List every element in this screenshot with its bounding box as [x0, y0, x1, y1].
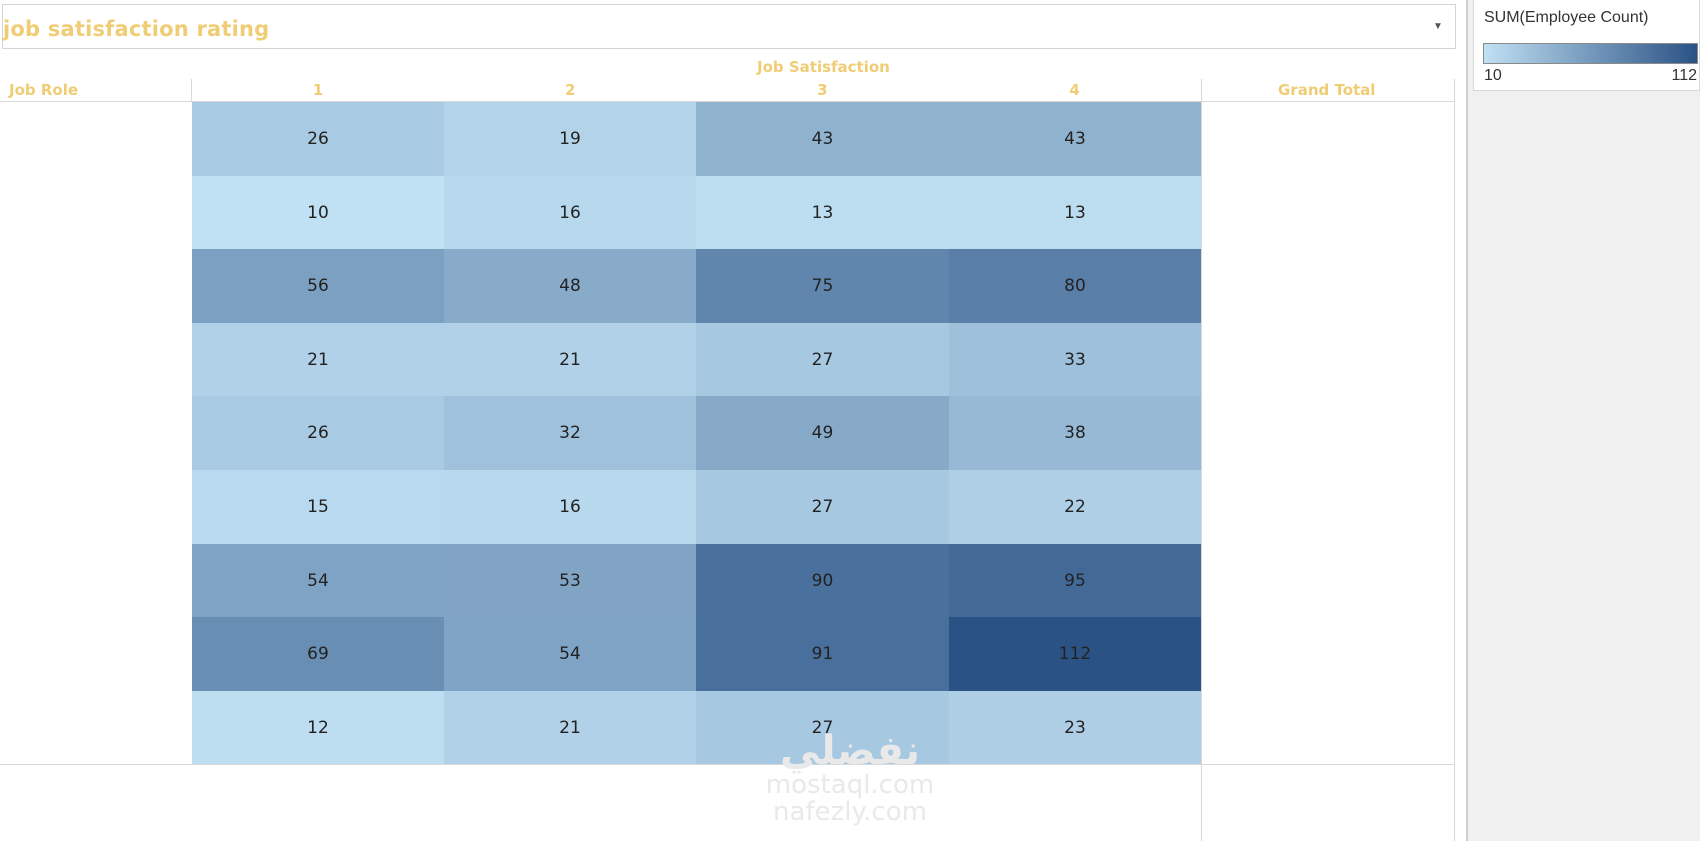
heatmap-cell[interactable]: 48: [444, 249, 696, 323]
column-header-3: 3: [817, 81, 828, 99]
legend-title: SUM(Employee Count): [1484, 9, 1649, 26]
grid-divider-bottom: [0, 764, 1455, 765]
heatmap-cell[interactable]: 38: [949, 396, 1201, 470]
grid-divider-grand-total: [1201, 79, 1202, 841]
header-divider-top: [0, 101, 1455, 102]
heatmap-cell[interactable]: 43: [696, 102, 949, 176]
header-divider-left: [191, 79, 192, 101]
panel-divider[interactable]: [1466, 0, 1468, 841]
column-header-2: 2: [564, 81, 576, 99]
heatmap-cell[interactable]: 75: [696, 249, 949, 323]
heatmap-cell[interactable]: 13: [949, 176, 1201, 249]
heatmap-cell[interactable]: 32: [444, 396, 696, 470]
heatmap-cell[interactable]: 54: [444, 617, 696, 691]
column-group-header: Job Satisfaction: [757, 58, 890, 76]
watermark: نفضلي mostaql.com nafezly.com: [740, 730, 960, 827]
worksheet-title-bar[interactable]: job satisfaction rating ▼: [2, 4, 1456, 49]
heatmap-cell[interactable]: 21: [192, 323, 444, 396]
heatmap-cell[interactable]: 91: [696, 617, 949, 691]
heatmap-cell[interactable]: 26: [192, 396, 444, 470]
grid-divider-right: [1454, 79, 1455, 841]
heatmap-cell[interactable]: 53: [444, 544, 696, 617]
heatmap-cell[interactable]: 16: [444, 176, 696, 249]
heatmap-cell[interactable]: 95: [949, 544, 1201, 617]
heatmap-cell[interactable]: 90: [696, 544, 949, 617]
watermark-arabic: نفضلي: [779, 728, 921, 774]
heatmap-cell[interactable]: 27: [696, 470, 949, 544]
heatmap-cell[interactable]: 13: [696, 176, 949, 249]
chevron-down-icon[interactable]: ▼: [1433, 21, 1443, 32]
heatmap-cell[interactable]: 21: [444, 323, 696, 396]
heatmap-cell[interactable]: 33: [949, 323, 1201, 396]
worksheet-title: job satisfaction rating: [3, 17, 270, 41]
legend-color-ramp: [1483, 43, 1698, 64]
heatmap-cell[interactable]: 54: [192, 544, 444, 617]
heatmap-cell[interactable]: 23: [949, 691, 1201, 764]
heatmap-cell[interactable]: 43: [949, 102, 1201, 176]
heatmap-cell[interactable]: 19: [444, 102, 696, 176]
color-legend[interactable]: SUM(Employee Count) 10 112: [1473, 0, 1700, 91]
column-header-1: 1: [312, 81, 324, 99]
legend-min-value: 10: [1484, 67, 1502, 84]
heatmap-cell[interactable]: 112: [949, 617, 1201, 691]
heatmap-cell[interactable]: 26: [192, 102, 444, 176]
heatmap-cell[interactable]: 27: [696, 323, 949, 396]
row-header-job-role: Job Role: [9, 81, 79, 99]
watermark-line1: mostaql.com: [765, 770, 935, 800]
heatmap-cell[interactable]: 49: [696, 396, 949, 470]
watermark-line2: nafezly.com: [773, 797, 927, 828]
heatmap-cell[interactable]: 21: [444, 691, 696, 764]
heatmap-cell[interactable]: 22: [949, 470, 1201, 544]
side-panel: [1468, 0, 1700, 841]
legend-max-value: 112: [1671, 67, 1697, 84]
heatmap-cell[interactable]: 10: [192, 176, 444, 249]
heatmap-cell[interactable]: 16: [444, 470, 696, 544]
heatmap-cell[interactable]: 56: [192, 249, 444, 323]
grand-total-header: Grand Total: [1278, 81, 1376, 99]
heatmap-cell[interactable]: 15: [192, 470, 444, 544]
worksheet-view: job satisfaction rating ▼ Job Satisfacti…: [0, 4, 1456, 841]
heatmap-cell[interactable]: 69: [192, 617, 444, 691]
column-header-4: 4: [1069, 81, 1080, 99]
heatmap-cell[interactable]: 27: [696, 691, 949, 764]
heatmap-cell[interactable]: 80: [949, 249, 1201, 323]
heatmap-cell[interactable]: 12: [192, 691, 444, 764]
